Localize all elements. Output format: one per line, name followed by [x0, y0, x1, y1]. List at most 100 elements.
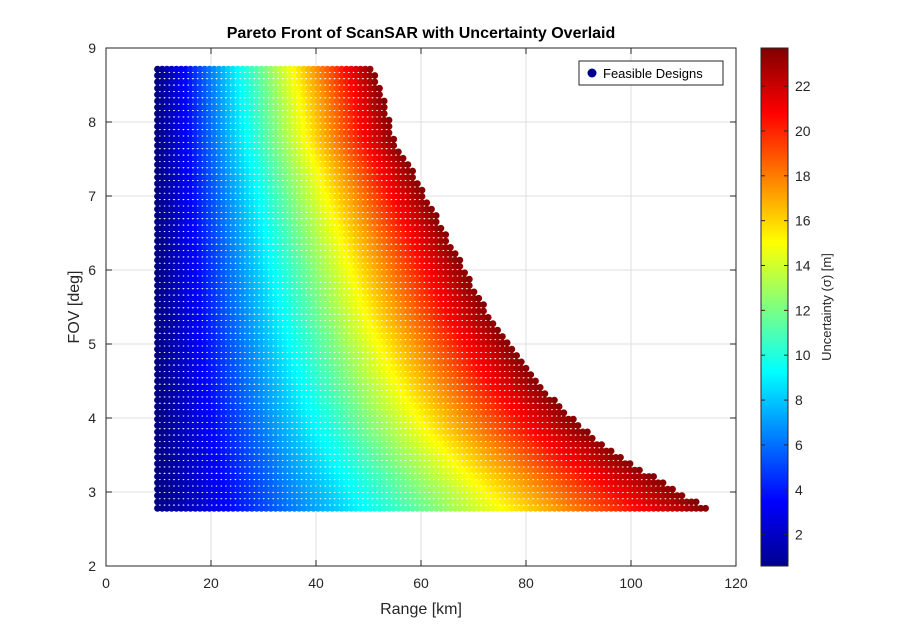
data-point [291, 428, 298, 436]
data-point [333, 473, 341, 480]
data-point [201, 409, 209, 417]
data-point [281, 345, 289, 353]
data-point [262, 377, 270, 385]
data-point [584, 485, 591, 493]
data-point [248, 473, 256, 480]
data-point [484, 339, 492, 347]
data-point [158, 384, 166, 391]
data-point [357, 485, 364, 493]
data-point [201, 428, 209, 436]
data-point [281, 415, 289, 423]
data-point [300, 390, 308, 398]
data-point [163, 460, 171, 468]
data-point [456, 333, 464, 340]
data-point [517, 403, 525, 410]
data-point [196, 396, 204, 404]
data-point [569, 460, 577, 468]
data-point [314, 377, 322, 385]
data-point [182, 384, 190, 391]
data-point [314, 422, 322, 429]
data-point [300, 345, 308, 353]
data-point [361, 504, 369, 512]
data-point [220, 364, 228, 372]
data-point [602, 504, 610, 512]
data-point [154, 403, 161, 410]
data-point [314, 434, 322, 442]
data-point [390, 466, 398, 474]
data-point [177, 390, 185, 398]
data-point [154, 358, 161, 366]
data-point [376, 466, 383, 474]
data-point [489, 415, 497, 423]
data-point [361, 492, 369, 499]
data-point [461, 339, 468, 347]
data-point [418, 460, 426, 468]
data-point [366, 428, 374, 436]
data-point [395, 339, 402, 347]
data-point [173, 504, 180, 512]
data-point [366, 441, 374, 448]
data-point [489, 473, 497, 480]
data-point [503, 460, 511, 468]
data-point [404, 479, 412, 487]
data-point [281, 371, 289, 378]
data-point [645, 498, 653, 506]
data-point [437, 479, 445, 487]
data-point [347, 409, 355, 417]
data-point [220, 422, 228, 429]
data-point [333, 409, 341, 417]
data-point [428, 466, 435, 474]
data-point [598, 466, 605, 474]
data-point [286, 396, 294, 404]
data-point [475, 358, 483, 366]
data-point [168, 479, 176, 487]
data-point [390, 422, 398, 429]
data-point [428, 441, 435, 448]
data-point [201, 466, 209, 474]
data-point [432, 498, 440, 506]
data-point [258, 454, 265, 461]
data-point [319, 447, 327, 455]
data-point [158, 377, 166, 385]
data-point [234, 358, 242, 366]
data-point [314, 352, 322, 359]
data-point [390, 390, 398, 398]
data-point [168, 371, 176, 378]
data-point [295, 498, 303, 506]
data-point [489, 441, 497, 448]
data-point [508, 422, 516, 429]
data-point [191, 485, 199, 493]
data-point [475, 473, 483, 480]
data-point [409, 364, 416, 372]
data-point [361, 441, 369, 448]
data-point [224, 485, 232, 493]
data-point [428, 371, 435, 378]
data-point [465, 466, 473, 474]
data-point [579, 479, 587, 487]
data-point [475, 345, 483, 353]
data-point [310, 498, 317, 506]
data-point [206, 384, 213, 391]
data-point [347, 454, 355, 461]
data-point [229, 504, 237, 512]
data-point [220, 504, 228, 512]
data-point [447, 466, 454, 474]
data-point [187, 364, 194, 372]
data-point [239, 371, 246, 378]
data-point [692, 504, 700, 512]
data-point [489, 409, 497, 417]
data-point [305, 371, 312, 378]
data-point [522, 447, 530, 455]
data-point [187, 371, 194, 378]
data-point [541, 422, 549, 429]
data-point [314, 479, 322, 487]
data-point [475, 377, 483, 385]
data-point [598, 441, 605, 448]
data-point [262, 371, 270, 378]
data-point [513, 479, 520, 487]
data-point [224, 358, 232, 366]
data-point [324, 384, 331, 391]
data-point [423, 498, 431, 506]
data-point [432, 454, 440, 461]
data-point [579, 447, 587, 455]
